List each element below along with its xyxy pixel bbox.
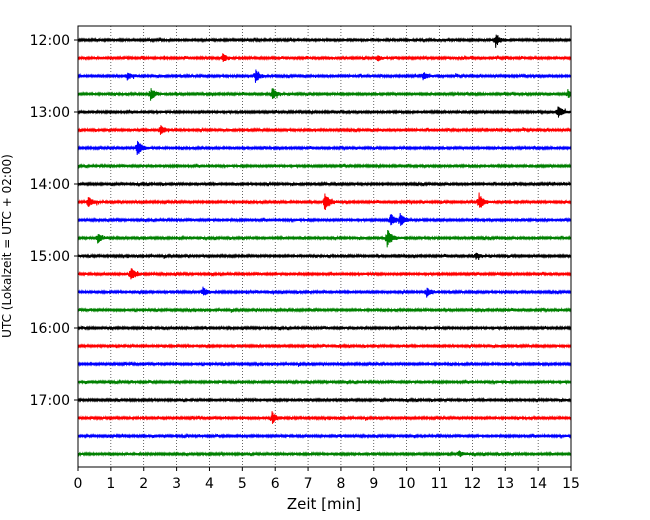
x-tick-label: 13 [496, 476, 514, 492]
y-axis-ticks: 12:00 13:00 14:00 15:00 16:00 17:00 [30, 33, 78, 409]
x-tick-label: 2 [139, 476, 148, 492]
x-tick-label: 3 [172, 476, 181, 492]
plot-frame [77, 25, 572, 468]
y-tick-label: 15:00 [30, 249, 70, 265]
x-tick-label: 14 [529, 476, 547, 492]
y-tick-label: 17:00 [30, 393, 70, 409]
x-tick-label: 9 [369, 476, 378, 492]
x-axis-label: Zeit [min] [287, 495, 361, 513]
seismogram-traces [77, 34, 572, 458]
y-tick-label: 14:00 [30, 177, 70, 193]
x-tick-label: 10 [398, 476, 416, 492]
x-tick-label: 4 [205, 476, 214, 492]
x-tick-label: 5 [238, 476, 247, 492]
x-tick-label: 1 [106, 476, 115, 492]
x-tick-label: 6 [271, 476, 280, 492]
x-axis-ticks: 0 1 2 3 4 5 6 7 8 9 10 11 12 13 14 15 [74, 467, 580, 492]
x-tick-label: 12 [463, 476, 481, 492]
x-tick-label: 7 [304, 476, 313, 492]
y-axis-label: UTC (Lokalzeit = UTC + 02:00) [0, 154, 14, 338]
y-tick-label: 16:00 [30, 321, 70, 337]
x-tick-label: 15 [562, 476, 580, 492]
x-tick-label: 0 [74, 476, 83, 492]
y-tick-label: 12:00 [30, 33, 70, 49]
x-tick-label: 8 [336, 476, 345, 492]
x-tick-label: 11 [431, 476, 449, 492]
y-tick-label: 13:00 [30, 105, 70, 121]
